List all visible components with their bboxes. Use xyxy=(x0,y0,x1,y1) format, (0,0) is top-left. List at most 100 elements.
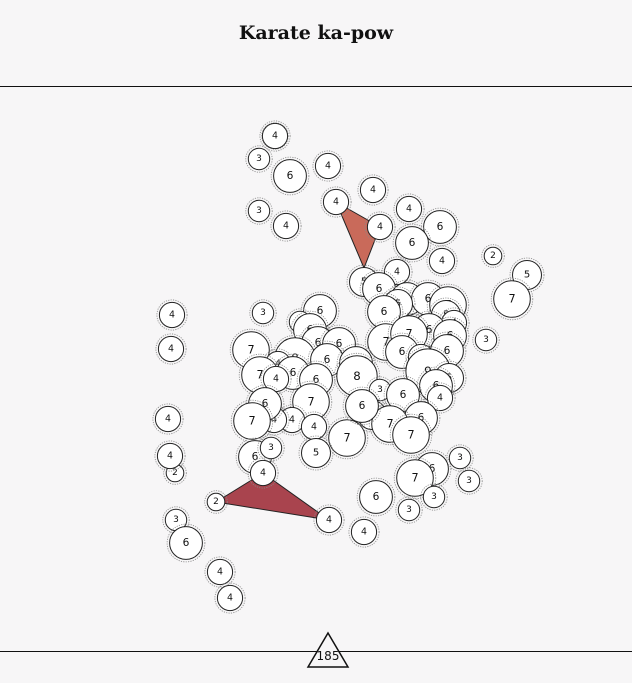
node-halo xyxy=(259,120,291,152)
node-label: 4 xyxy=(439,256,445,267)
node-halo xyxy=(155,333,187,365)
node-label: 4 xyxy=(165,414,171,425)
graph-node: 7 xyxy=(289,380,333,424)
node-halo xyxy=(154,440,186,472)
node-label: 3 xyxy=(173,515,179,525)
node-circle xyxy=(158,301,186,329)
node-label: 6 xyxy=(376,283,383,295)
node-circle xyxy=(156,442,184,470)
graph-node: 6 xyxy=(356,477,396,517)
graph-node: 7 xyxy=(393,456,437,500)
node-label: 6 xyxy=(359,400,366,412)
graph-node: 2 xyxy=(481,244,505,268)
graph-node: 3 xyxy=(249,299,277,327)
node-halo xyxy=(446,444,474,472)
node-circle xyxy=(233,402,271,440)
node-halo xyxy=(204,556,236,588)
graph-node: 3 xyxy=(455,467,483,495)
node-halo xyxy=(289,380,333,424)
node-label: 4 xyxy=(406,204,412,215)
node-label: 6 xyxy=(400,389,407,401)
node-halo xyxy=(230,399,274,443)
node-label: 4 xyxy=(394,267,400,278)
node-label: 4 xyxy=(333,197,339,208)
node-halo xyxy=(245,145,273,173)
graph-node: 5 xyxy=(298,435,334,471)
node-label: 7 xyxy=(307,396,314,409)
node-circle xyxy=(154,405,182,433)
graph-node: 4 xyxy=(320,186,352,218)
node-label: 6 xyxy=(399,346,406,358)
graph-node: 7 xyxy=(325,416,369,460)
node-label: 4 xyxy=(370,185,376,196)
node-halo xyxy=(166,523,206,563)
node-label: 3 xyxy=(457,453,463,463)
graph-node: 3 xyxy=(446,444,474,472)
graph-node: 6 xyxy=(420,207,460,247)
node-halo xyxy=(392,223,432,263)
graph-node: 4 xyxy=(393,193,425,225)
node-circle xyxy=(216,584,244,612)
node-circle xyxy=(359,176,387,204)
node-label: 4 xyxy=(272,131,278,142)
node-halo xyxy=(245,197,273,225)
graph-node: 6 xyxy=(383,375,423,415)
graph-node: 3 xyxy=(420,483,448,511)
node-label: 7 xyxy=(343,432,350,445)
graph-node: 6 xyxy=(342,386,382,426)
node-circle xyxy=(249,459,277,487)
node-halo xyxy=(387,312,431,356)
graph-node: 3 xyxy=(472,326,500,354)
node-halo xyxy=(152,403,184,435)
node-label: 4 xyxy=(168,344,174,355)
node-circle xyxy=(493,280,531,318)
node-label: 7 xyxy=(247,344,254,357)
graph-node: 4 xyxy=(247,457,279,489)
node-label: 6 xyxy=(418,412,425,424)
graph-node: 3 xyxy=(245,145,273,173)
node-label: 3 xyxy=(260,308,266,318)
node-label: 4 xyxy=(311,422,317,433)
graph-node: 4 xyxy=(270,210,302,242)
node-label: 3 xyxy=(431,492,437,502)
node-halo xyxy=(249,299,277,327)
node-circle xyxy=(423,210,457,244)
node-label: 5 xyxy=(313,448,319,459)
node-halo xyxy=(298,411,330,443)
node-halo xyxy=(312,150,344,182)
node-circle xyxy=(315,506,343,534)
graph-node: 4 xyxy=(348,516,380,548)
node-halo xyxy=(156,299,188,331)
node-label: 6 xyxy=(381,306,388,318)
graph-node: 4 xyxy=(364,211,396,243)
node-label: 7 xyxy=(508,293,515,306)
node-circle xyxy=(359,480,393,514)
node-circle xyxy=(422,485,446,509)
node-halo xyxy=(424,382,456,414)
node-halo xyxy=(325,416,369,460)
node-label: 4 xyxy=(169,310,175,321)
node-circle xyxy=(247,199,271,223)
node-halo xyxy=(426,283,470,327)
graph-node: 3 xyxy=(257,434,285,462)
node-label: 4 xyxy=(217,567,223,578)
graph-node: 3 xyxy=(162,506,190,534)
node-halo xyxy=(455,467,483,495)
graph-node: 7 xyxy=(490,277,534,321)
node-label: 6 xyxy=(252,451,259,463)
graph-node: 4 xyxy=(154,440,186,472)
node-halo xyxy=(313,504,345,536)
node-halo xyxy=(257,434,285,462)
node-circle xyxy=(395,195,423,223)
node-label: 6 xyxy=(444,345,451,357)
node-label: 2 xyxy=(213,497,219,507)
graph-node: 4 xyxy=(259,120,291,152)
node-label: 3 xyxy=(406,505,412,515)
graph-node: 6 xyxy=(270,156,310,196)
node-label: 3 xyxy=(377,385,383,395)
graph-node: 7 xyxy=(389,413,433,457)
node-label: 3 xyxy=(256,206,262,216)
node-label: 6 xyxy=(317,305,324,317)
node-label: 6 xyxy=(324,354,331,366)
